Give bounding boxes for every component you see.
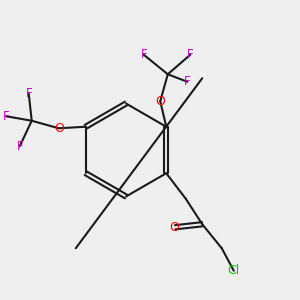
Text: F: F <box>26 87 32 100</box>
Text: O: O <box>155 95 165 108</box>
Text: F: F <box>3 110 10 123</box>
Text: Cl: Cl <box>228 264 240 277</box>
Text: F: F <box>187 48 194 61</box>
Text: F: F <box>184 75 190 88</box>
Text: F: F <box>140 48 147 61</box>
Text: O: O <box>169 221 179 234</box>
Text: O: O <box>54 122 64 135</box>
Text: F: F <box>16 140 23 153</box>
